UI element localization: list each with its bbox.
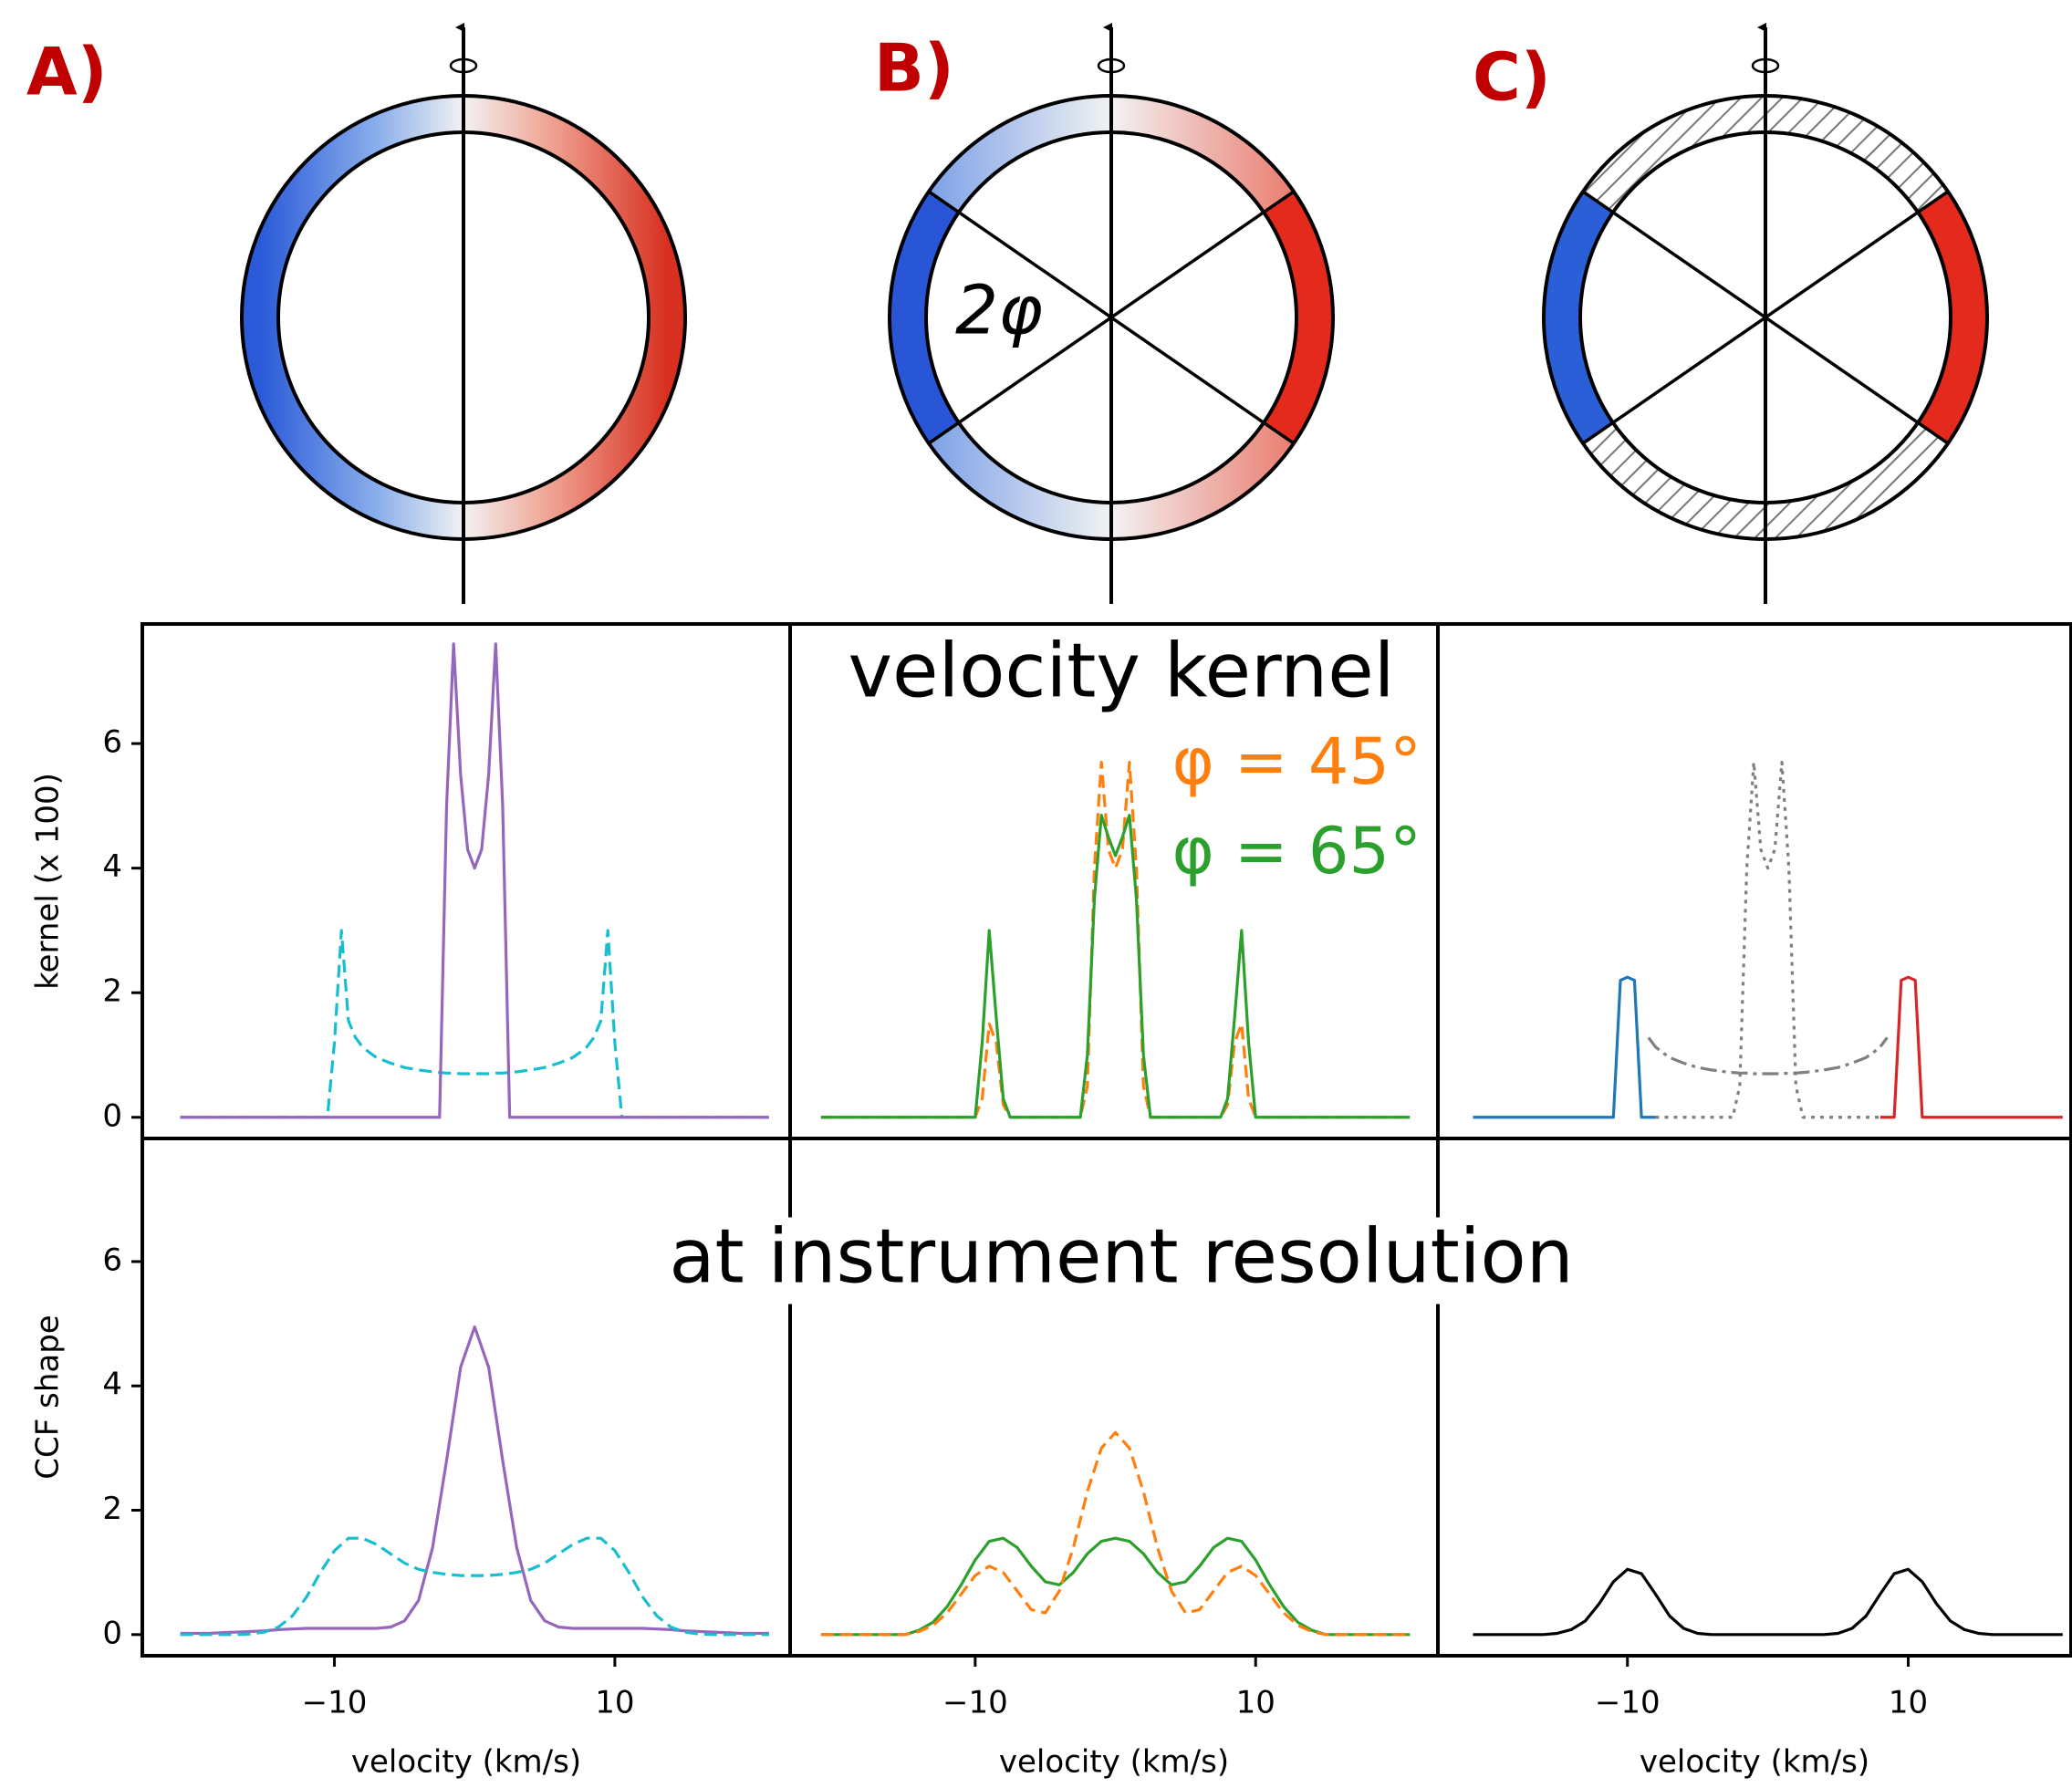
x-tick-label: 10: [595, 1685, 634, 1721]
rotation-symbol: [1097, 57, 1126, 74]
y-axis-label: kernel (x 100): [30, 773, 67, 990]
diagram-b: 2φ: [888, 23, 1335, 604]
series-line: [180, 642, 769, 1119]
series-line: [1647, 1036, 1889, 1076]
y-tick-label: 6: [102, 724, 122, 761]
legend-label: φ = 45°: [1172, 724, 1421, 799]
x-tick-label: −10: [942, 1685, 1008, 1721]
x-tick-label: −10: [302, 1685, 368, 1721]
plot-frame: [1436, 1137, 2072, 1658]
panel-label: A): [26, 34, 108, 110]
x-axis-label: velocity (km/s): [1640, 1744, 1869, 1781]
y-tick-label: 2: [102, 973, 122, 1010]
y-tick-label: 6: [102, 1242, 122, 1278]
diagram-c: [1542, 23, 1989, 604]
x-axis-label: velocity (km/s): [999, 1744, 1229, 1781]
series-line: [180, 929, 769, 1119]
series-line: [1879, 975, 2063, 1119]
plot-frame: [141, 622, 792, 1140]
series-line: [820, 760, 1411, 1119]
series-line: [1655, 760, 1880, 1119]
y-tick-label: 0: [102, 1615, 122, 1651]
x-tick-label: 10: [1889, 1685, 1928, 1721]
y-tick-label: 2: [102, 1491, 122, 1527]
legend-label: φ = 65°: [1172, 814, 1421, 889]
ring-sector: [1918, 192, 1988, 443]
ring-sector: [889, 192, 959, 443]
rotation-symbol: [449, 57, 478, 74]
series-line: [180, 1325, 769, 1636]
y-tick-label: 4: [102, 1367, 122, 1403]
series-line: [1473, 1567, 2063, 1637]
panel-label: C): [1473, 39, 1551, 116]
series-line: [1473, 975, 1656, 1119]
panel-label: B): [874, 30, 954, 107]
series-line: [180, 1536, 769, 1637]
title-group: at instrument resolution: [658, 1213, 1585, 1305]
panel-title: velocity kernel: [848, 628, 1394, 714]
title-background: [658, 1217, 1585, 1305]
y-axis-label: CCF shape: [30, 1315, 67, 1479]
series-line: [820, 1430, 1411, 1637]
ring-sector: [1543, 192, 1613, 443]
y-tick-label: 4: [102, 848, 122, 885]
rotation-symbol: [1751, 57, 1780, 74]
angle-label: 2φ: [955, 272, 1043, 350]
x-tick-label: 10: [1236, 1685, 1275, 1721]
x-axis-label: velocity (km/s): [351, 1744, 581, 1781]
series-line: [820, 1536, 1411, 1637]
ring-sector: [1264, 192, 1334, 443]
diagram-a: [240, 23, 687, 604]
panel-title: at instrument resolution: [669, 1213, 1573, 1300]
x-tick-label: −10: [1595, 1685, 1661, 1721]
title-group: velocity kernel: [837, 628, 1406, 719]
plot-frame: [1436, 622, 2072, 1140]
title-background: [837, 631, 1406, 719]
y-tick-label: 0: [102, 1097, 122, 1134]
series-line: [820, 814, 1411, 1119]
